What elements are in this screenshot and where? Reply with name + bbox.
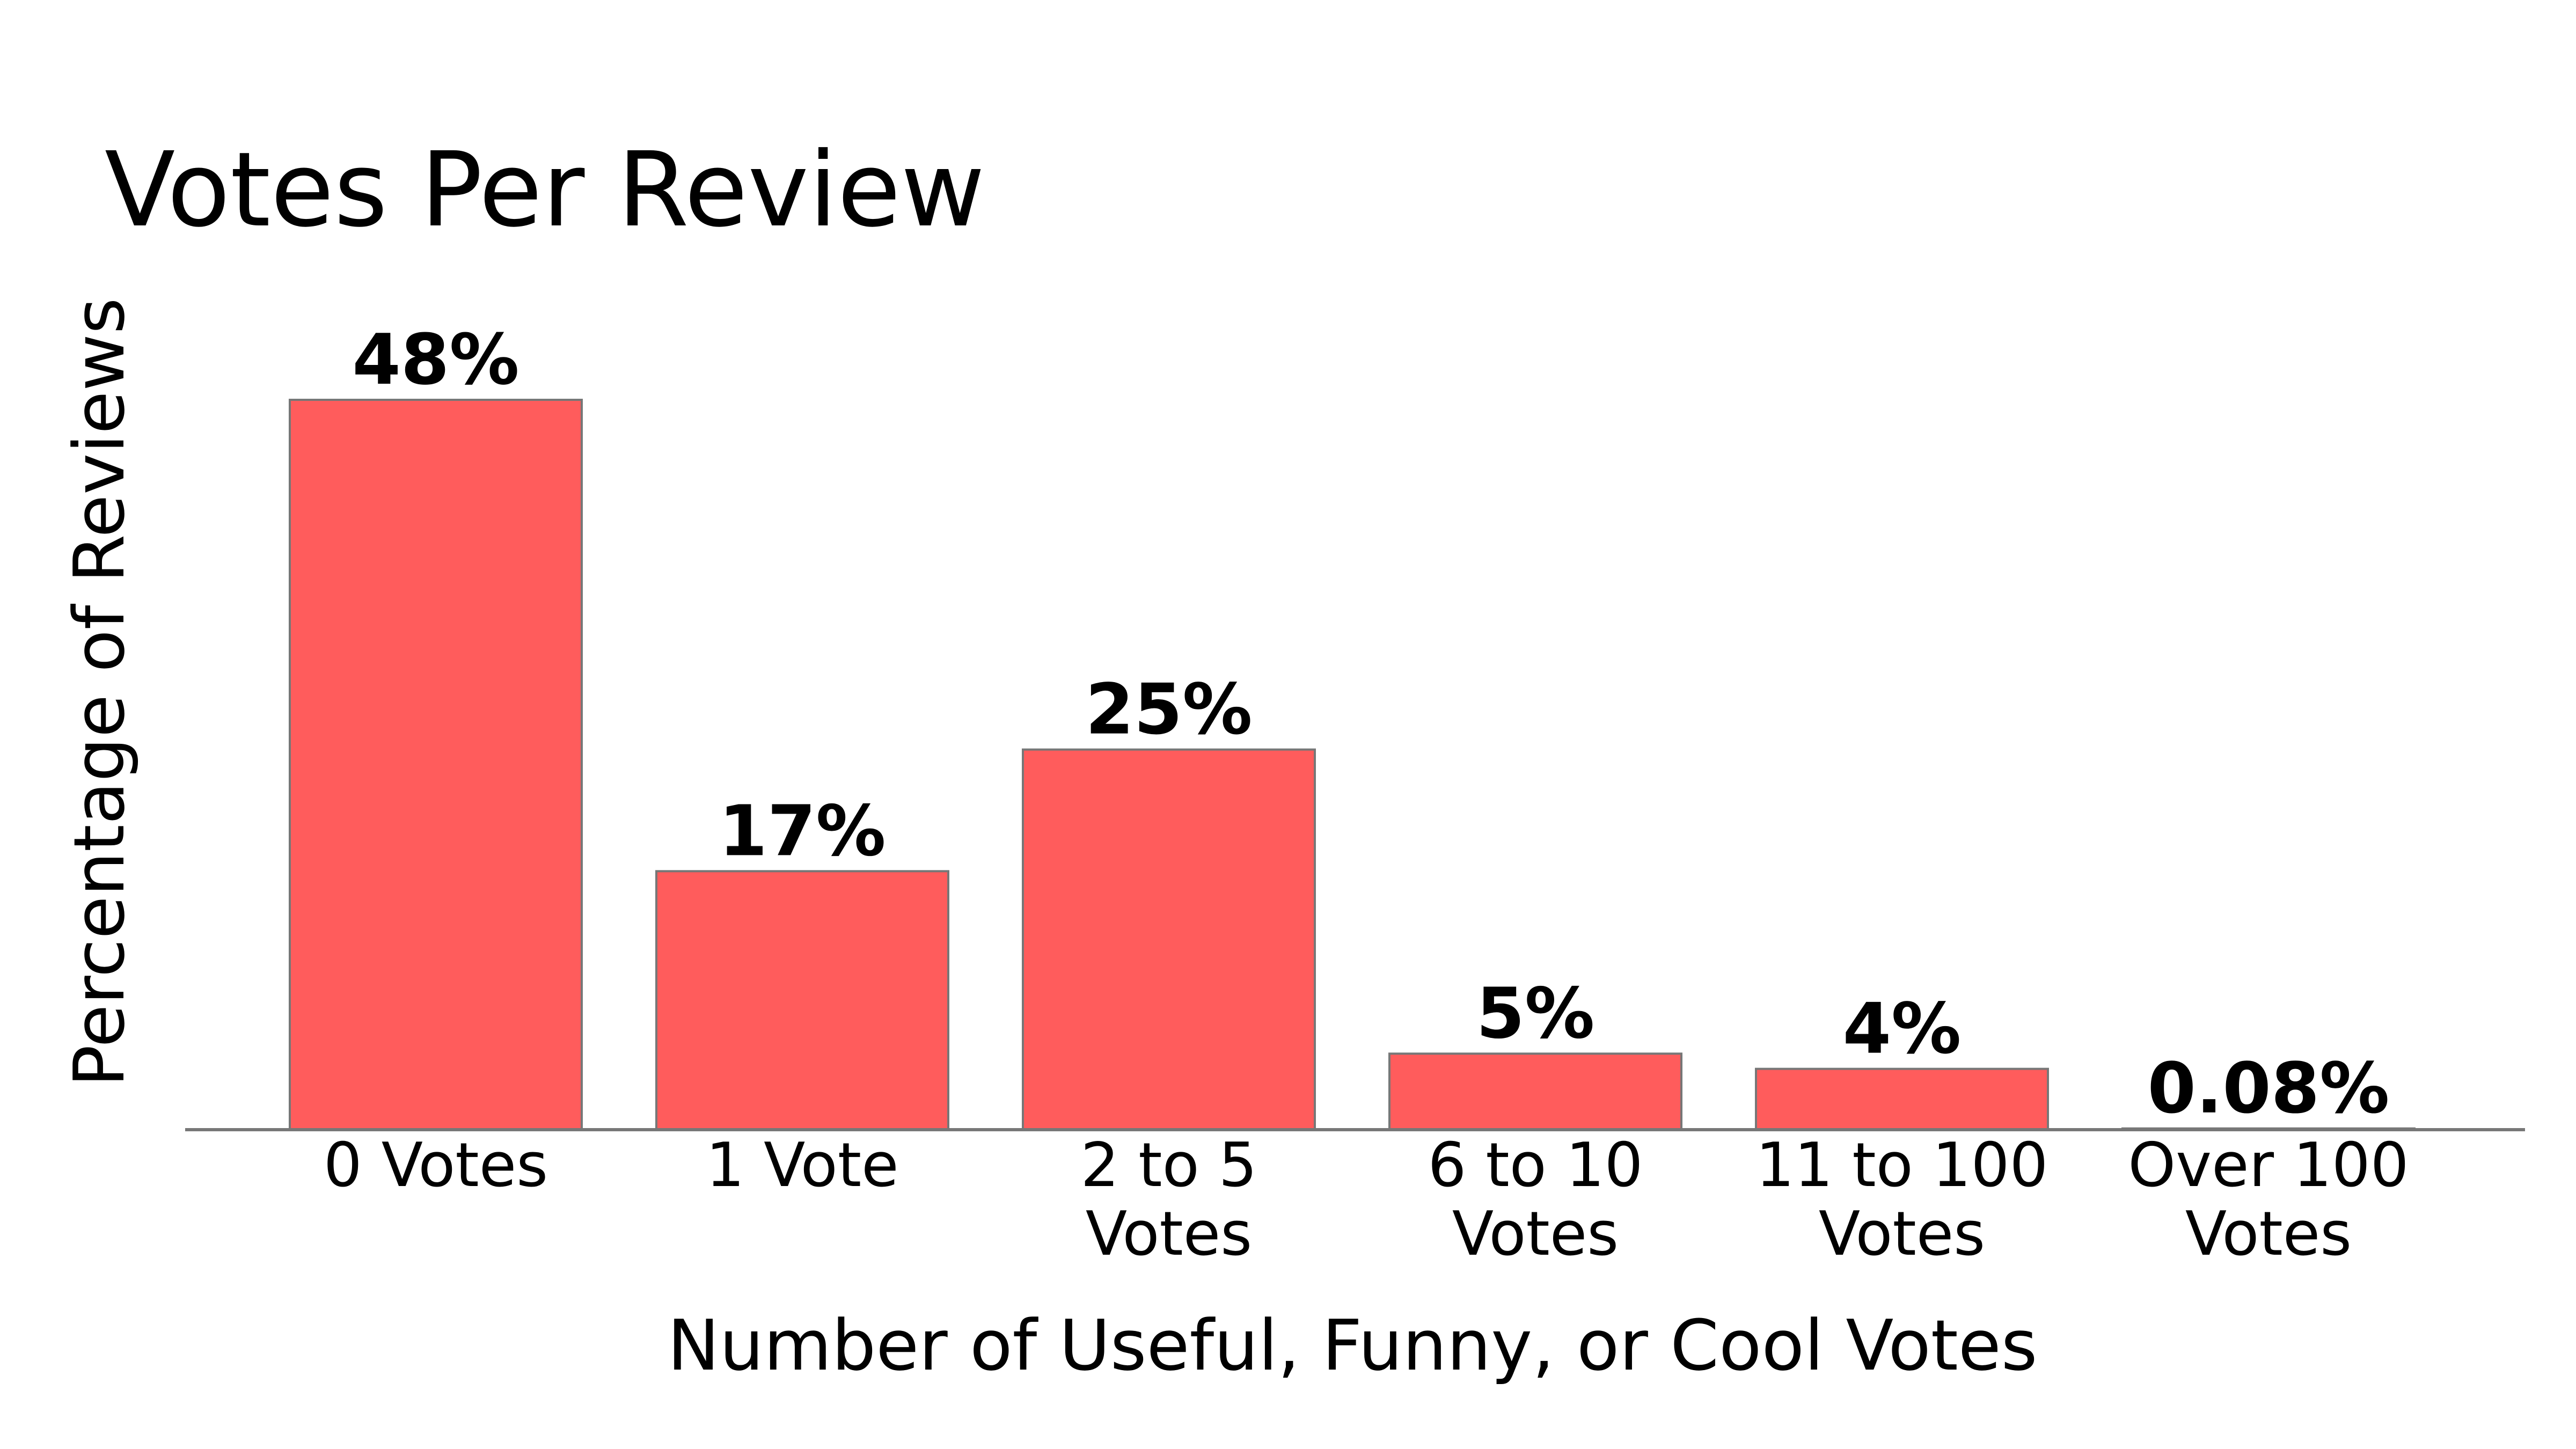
x-tick-label-line: Votes bbox=[1819, 1198, 1985, 1269]
data-label: 17% bbox=[719, 790, 885, 872]
data-label: 5% bbox=[1476, 972, 1595, 1054]
x-tick-label-line: 6 to 10 bbox=[1428, 1130, 1643, 1201]
x-tick-label-line: 0 Votes bbox=[324, 1130, 548, 1201]
x-tick-label: 6 to 10 Votes bbox=[1428, 1130, 1643, 1269]
x-tick-label-line: 2 to 5 bbox=[1080, 1130, 1257, 1201]
x-tick-label-line: Votes bbox=[2185, 1198, 2352, 1269]
x-tick-label: 0 Votes bbox=[324, 1130, 548, 1201]
chart-title: Votes Per Review bbox=[105, 130, 985, 250]
x-tick-label: Over 100 Votes bbox=[2128, 1130, 2409, 1269]
data-label: 48% bbox=[352, 319, 519, 400]
bar bbox=[1022, 748, 1316, 1131]
data-label: 25% bbox=[1085, 669, 1252, 750]
x-tick-label: 11 to 100 Votes bbox=[1756, 1130, 2048, 1269]
x-tick-label: 1 Vote bbox=[706, 1130, 898, 1201]
data-label: 4% bbox=[1843, 988, 1962, 1070]
data-label: 0.08% bbox=[2147, 1048, 2389, 1129]
data-labels-group: 48% 17% 25% 5% 4% 0.08% bbox=[352, 319, 2389, 1129]
x-tick-label-line: Votes bbox=[1086, 1198, 1252, 1269]
x-tick-label-line: 11 to 100 bbox=[1756, 1130, 2048, 1201]
y-axis-label: Percentage of Reviews bbox=[58, 298, 140, 1087]
x-tick-label-line: Over 100 bbox=[2128, 1130, 2409, 1201]
x-axis-label: Number of Useful, Funny, or Cool Votes bbox=[667, 1305, 2037, 1386]
bar bbox=[289, 399, 583, 1131]
bars-group bbox=[289, 399, 2416, 1131]
bar bbox=[1388, 1052, 1682, 1131]
bar bbox=[655, 870, 949, 1131]
x-tick-label-line: 1 Vote bbox=[706, 1130, 898, 1201]
x-tick-label: 2 to 5 Votes bbox=[1080, 1130, 1257, 1269]
bar bbox=[1755, 1067, 2049, 1131]
x-tick-label-line: Votes bbox=[1452, 1198, 1619, 1269]
